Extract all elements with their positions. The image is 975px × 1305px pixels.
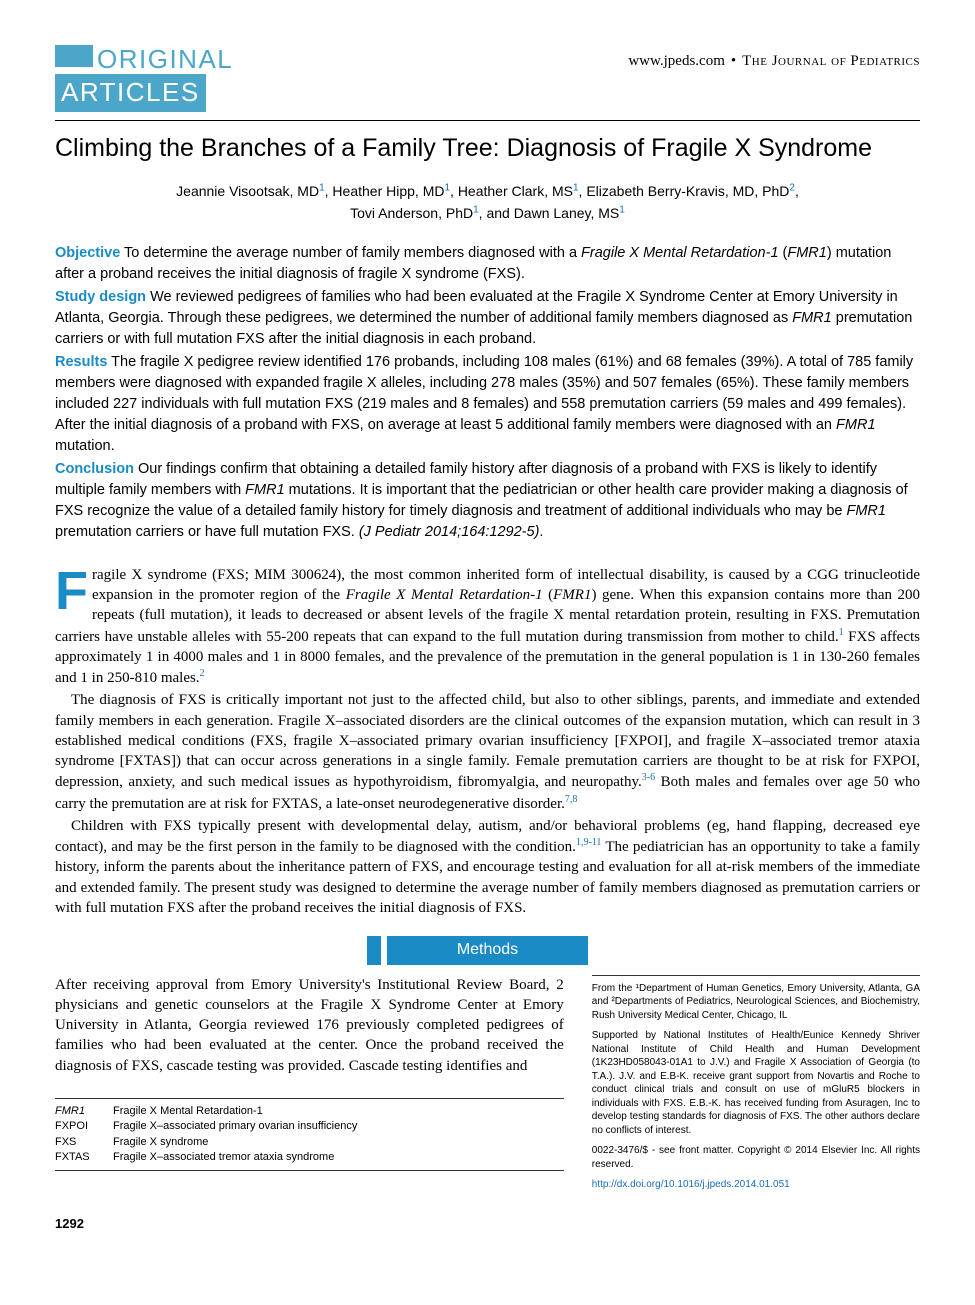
authors-line2: Tovi Anderson, PhD1, and Dawn Laney, MS1 <box>55 202 920 224</box>
section-label: ORIGINAL ARTICLES <box>55 45 233 112</box>
methods-heading: Methods <box>387 936 588 964</box>
abbrev-row: FXTAS Fragile X–associated tremor ataxia… <box>55 1150 564 1165</box>
doi-link[interactable]: http://dx.doi.org/10.1016/j.jpeds.2014.0… <box>592 1179 790 1190</box>
abstract: Objective To determine the average numbe… <box>55 243 920 543</box>
journal-website: www.jpeds.com <box>628 53 725 69</box>
abbrev-val: Fragile X Mental Retardation-1 <box>113 1104 564 1119</box>
authors-line1: Jeannie Visootsak, MD1, Heather Hipp, MD… <box>55 180 920 202</box>
journal-name: The Journal of Pediatrics <box>742 53 920 69</box>
abbrev-val: Fragile X syndrome <box>113 1135 564 1150</box>
body-para-3: Children with FXS typically present with… <box>55 816 920 918</box>
abbrev-key: FXTAS <box>55 1150 113 1165</box>
abbrev-key: FMR1 <box>55 1104 113 1119</box>
body-para-1: Fragile X syndrome (FXS; MIM 300624), th… <box>55 565 920 689</box>
abstract-objective-label: Objective <box>55 245 120 261</box>
abstract-objective-text: To determine the average number of famil… <box>55 245 891 282</box>
page-number: 1292 <box>55 1215 920 1233</box>
abbrev-row: FMR1 Fragile X Mental Retardation-1 <box>55 1104 564 1119</box>
article-title: Climbing the Branches of a Family Tree: … <box>55 131 920 166</box>
page-header: ORIGINAL ARTICLES www.jpeds.com•The Jour… <box>55 45 920 112</box>
dropcap: F <box>55 565 92 615</box>
abbrev-val: Fragile X–associated tremor ataxia syndr… <box>113 1150 564 1165</box>
journal-header: www.jpeds.com•The Journal of Pediatrics <box>628 45 920 72</box>
abstract-results-label: Results <box>55 354 107 370</box>
section-label-line2: ARTICLES <box>55 74 206 112</box>
funding-text: Supported by National Institutes of Heal… <box>592 1029 920 1137</box>
abbrev-key: FXPOI <box>55 1119 113 1134</box>
footer-info-column: From the ¹Department of Human Genetics, … <box>592 975 920 1199</box>
abstract-results-text: The fragile X pedigree review identified… <box>55 354 913 454</box>
abbrev-val: Fragile X–associated primary ovarian ins… <box>113 1119 564 1134</box>
section-label-line1: ORIGINAL <box>97 44 233 74</box>
body-para-2: The diagnosis of FXS is critically impor… <box>55 690 920 814</box>
abstract-design-label: Study design <box>55 289 146 305</box>
abstract-design-text: We reviewed pedigrees of families who ha… <box>55 289 912 347</box>
lower-columns: After receiving approval from Emory Univ… <box>55 975 920 1199</box>
authors-block: Jeannie Visootsak, MD1, Heather Hipp, MD… <box>55 180 920 225</box>
abstract-conclusion-label: Conclusion <box>55 461 134 477</box>
affiliations-text: From the ¹Department of Human Genetics, … <box>592 982 920 1023</box>
methods-heading-wrap: Methods <box>55 936 920 964</box>
abbrev-key: FXS <box>55 1135 113 1150</box>
abstract-conclusion-text: Our findings confirm that obtaining a de… <box>55 461 908 540</box>
abbrev-row: FXPOI Fragile X–associated primary ovari… <box>55 1119 564 1134</box>
copyright-text: 0022-3476/$ - see front matter. Copyrigh… <box>592 1144 920 1171</box>
divider <box>55 120 920 121</box>
methods-column: After receiving approval from Emory Univ… <box>55 975 564 1199</box>
methods-para-1: After receiving approval from Emory Univ… <box>55 975 564 1076</box>
abbreviations-block: FMR1 Fragile X Mental Retardation-1 FXPO… <box>55 1098 564 1172</box>
body-text: Fragile X syndrome (FXS; MIM 300624), th… <box>55 565 920 918</box>
abbrev-row: FXS Fragile X syndrome <box>55 1135 564 1150</box>
